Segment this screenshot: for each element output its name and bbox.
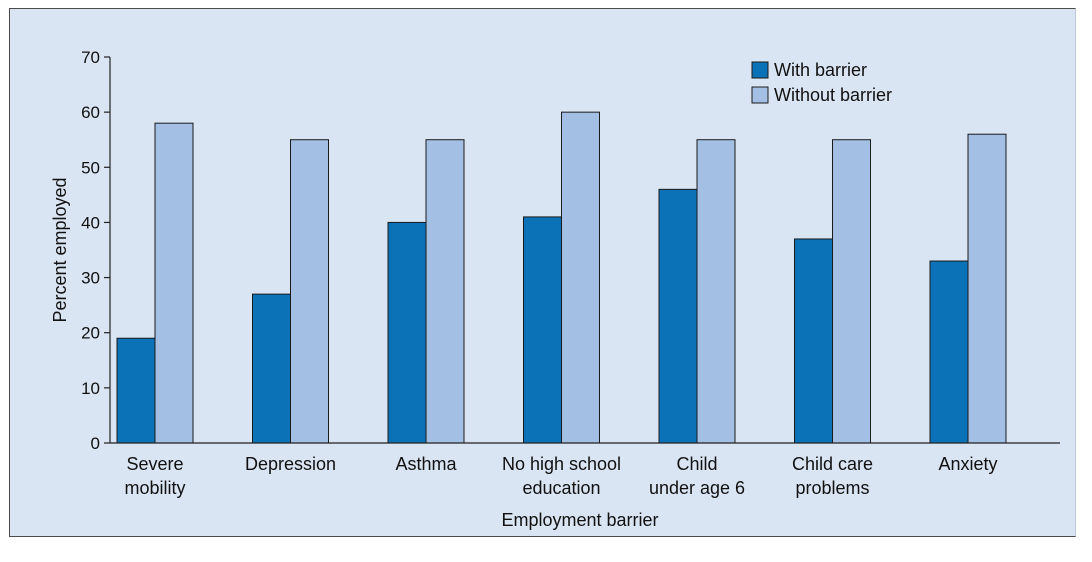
bar-with-barrier [658, 188, 698, 444]
x-tick-label: mobility [124, 478, 185, 498]
legend-label: Without barrier [774, 85, 892, 105]
x-tick-label: No high school [502, 454, 621, 474]
bar-without-barrier [696, 139, 736, 444]
legend-swatch [751, 61, 769, 79]
bar-with-barrier [929, 260, 969, 444]
y-tick-label: 20 [81, 324, 100, 343]
legend-swatch [751, 86, 769, 104]
bar-with-barrier [116, 337, 156, 444]
bar-with-barrier [794, 238, 833, 444]
y-tick-label: 50 [81, 158, 100, 177]
bar-without-barrier [832, 139, 871, 444]
bar-without-barrier [561, 111, 600, 444]
x-tick-label: Asthma [395, 454, 457, 474]
x-tick-label: under age 6 [649, 478, 745, 498]
x-tick-label: Child care [792, 454, 873, 474]
bar-with-barrier [252, 293, 291, 444]
bar-without-barrier [967, 133, 1007, 444]
x-tick-label: Depression [245, 454, 336, 474]
bar-without-barrier [290, 139, 329, 444]
legend-label: With barrier [774, 60, 867, 80]
bar-with-barrier [523, 216, 562, 444]
y-axis: 0 10 20 30 40 50 60 70 [81, 48, 111, 453]
bar-with-barrier [387, 221, 427, 444]
y-axis-title: Percent employed [50, 177, 70, 322]
x-tick-label: Child [676, 454, 717, 474]
y-tick-label: 10 [81, 379, 100, 398]
bar-without-barrier [154, 122, 194, 444]
bars [116, 111, 1007, 444]
x-tick-label: Anxiety [938, 454, 997, 474]
y-tick-label: 30 [81, 269, 100, 288]
y-tick-label: 70 [81, 48, 100, 67]
x-tick-label: education [522, 478, 600, 498]
x-axis: Severe mobility Depression Asthma No high sc… [110, 442, 1060, 498]
y-tick-label: 0 [91, 434, 100, 453]
y-tick-label: 40 [81, 213, 100, 232]
x-axis-title: Employment barrier [501, 510, 658, 530]
y-tick-label: 60 [81, 103, 100, 122]
x-tick-label: Severe [126, 454, 183, 474]
x-tick-label: problems [795, 478, 869, 498]
legend: With barrier Without barrier [751, 60, 892, 105]
bar-without-barrier [425, 139, 465, 444]
